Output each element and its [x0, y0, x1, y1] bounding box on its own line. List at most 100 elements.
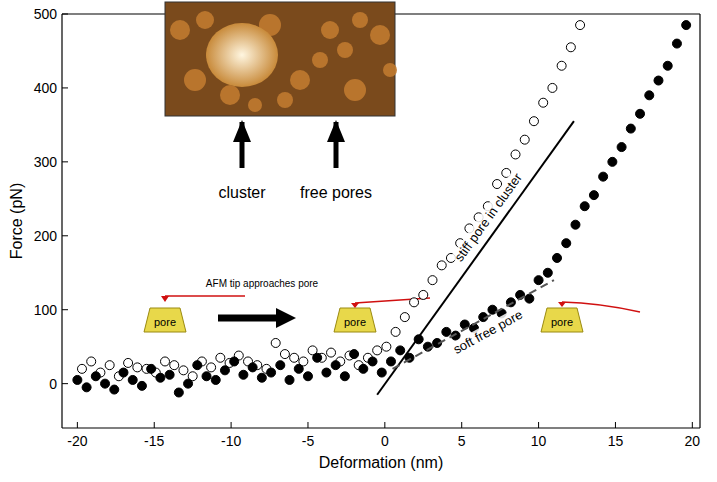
data-point — [128, 375, 137, 384]
data-point — [124, 358, 133, 367]
data-point — [220, 366, 229, 375]
inset-cluster — [206, 23, 278, 87]
data-point — [101, 379, 110, 388]
data-point — [276, 361, 285, 370]
data-point — [303, 372, 312, 381]
data-point — [165, 370, 174, 379]
y-tick-label: 500 — [34, 6, 58, 22]
x-tick — [77, 422, 78, 428]
data-point — [608, 157, 617, 166]
data-point — [520, 135, 529, 144]
x-tick — [692, 422, 693, 428]
plot-area — [73, 21, 691, 397]
data-point — [654, 76, 663, 85]
data-point — [534, 276, 543, 285]
data-point — [539, 98, 548, 107]
y-tick — [62, 14, 68, 15]
x-tick-label: -5 — [302, 433, 315, 449]
pore-shape — [144, 308, 186, 332]
pore-shape — [541, 308, 583, 332]
inset-bump — [196, 11, 214, 29]
inset-bump — [184, 69, 206, 91]
x-tick-label: 15 — [608, 433, 624, 449]
data-point — [368, 357, 377, 366]
data-point — [280, 350, 289, 359]
inset-bump — [220, 85, 240, 105]
x-tick — [307, 422, 308, 428]
data-point — [562, 239, 571, 248]
data-point — [553, 253, 562, 262]
data-point — [626, 124, 635, 133]
y-tick-label: 0 — [49, 376, 57, 392]
x-tick-label: 20 — [685, 433, 701, 449]
data-point — [110, 385, 119, 394]
data-point — [77, 364, 86, 373]
big-arrowhead — [276, 308, 296, 328]
inset-bump — [337, 42, 353, 58]
inset-bump — [383, 63, 397, 77]
data-point — [82, 383, 91, 392]
x-tick — [154, 422, 155, 428]
data-point — [285, 375, 294, 384]
data-point — [211, 375, 220, 384]
inset-arrowhead — [233, 120, 251, 142]
data-point — [202, 372, 211, 381]
data-point — [257, 373, 266, 382]
data-point — [529, 117, 538, 126]
cantilever — [165, 295, 245, 297]
y-tick — [62, 87, 68, 88]
data-point — [350, 350, 359, 359]
data-point — [391, 327, 400, 336]
data-point — [566, 43, 575, 52]
data-point — [410, 298, 419, 307]
tip — [351, 303, 359, 308]
x-axis-title: Deformation (nm) — [319, 454, 443, 471]
data-point — [599, 172, 608, 181]
data-point — [119, 368, 128, 377]
data-point — [137, 381, 146, 390]
data-point — [313, 353, 322, 362]
data-point — [87, 357, 96, 366]
data-point — [133, 363, 142, 372]
data-point — [636, 109, 645, 118]
data-point — [105, 361, 114, 370]
data-point — [548, 83, 557, 92]
y-tick — [62, 309, 68, 310]
data-point — [322, 368, 331, 377]
y-axis-line — [61, 14, 62, 428]
x-tick — [538, 422, 539, 428]
inset-bump — [248, 98, 262, 112]
data-point — [267, 368, 276, 377]
x-tick — [384, 422, 385, 428]
tip — [161, 296, 169, 302]
inset-image — [165, 2, 397, 116]
x-tick-label: 5 — [458, 433, 466, 449]
tip-diagram: poreporeporeAFM tip approaches pore — [144, 278, 640, 332]
data-point — [216, 353, 225, 362]
inset-bump — [290, 70, 310, 90]
tip-caption: AFM tip approaches pore — [206, 278, 319, 289]
inset-bump — [321, 21, 339, 39]
data-point — [340, 372, 349, 381]
x-tick — [615, 422, 616, 428]
data-point — [396, 346, 405, 355]
inset-bump — [170, 20, 190, 40]
data-point — [645, 91, 654, 100]
pore-label: pore — [551, 316, 573, 328]
chart: -20-15-10-5051015200100200300400500Defor… — [0, 0, 717, 482]
data-point — [442, 327, 451, 336]
y-tick-label: 200 — [34, 228, 58, 244]
inset-label: free pores — [300, 184, 372, 201]
label-bg — [450, 168, 526, 266]
data-point — [437, 261, 446, 270]
x-tick — [231, 422, 232, 428]
data-point — [419, 290, 428, 299]
data-point — [580, 202, 589, 211]
data-point — [400, 313, 409, 322]
series — [73, 21, 691, 397]
data-point — [290, 353, 299, 362]
data-point — [557, 61, 566, 70]
inset-bump — [370, 25, 390, 45]
data-point — [161, 357, 170, 366]
data-point — [382, 342, 391, 351]
